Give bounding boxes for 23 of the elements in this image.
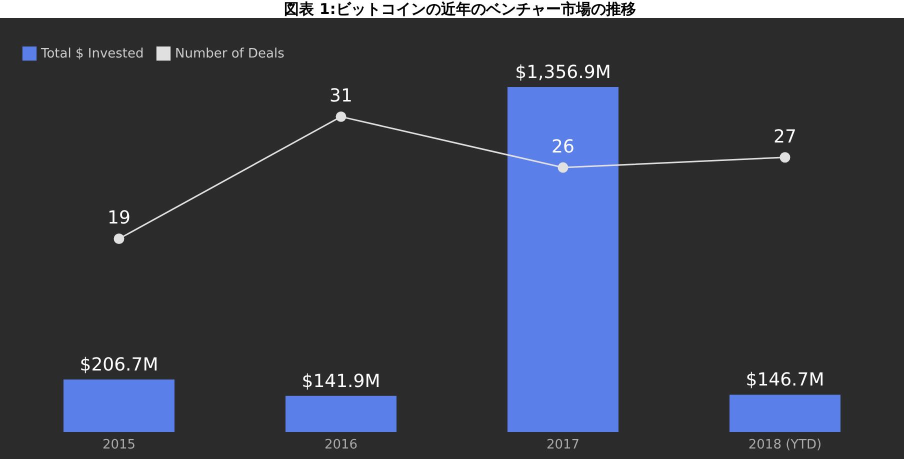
point: [336, 111, 346, 122]
data-label: $206.7M: [80, 354, 158, 376]
data-label: 19: [108, 208, 130, 229]
point: [114, 234, 124, 244]
data-label: 31: [330, 86, 352, 107]
bar: [730, 394, 840, 432]
data-label: 26: [552, 136, 574, 158]
data-label: 27: [774, 126, 796, 148]
bar: [286, 396, 396, 432]
bar: [508, 86, 618, 432]
chart-title: 図表 1:ビットコインの近年のベンチャー市場の推移: [283, 0, 637, 18]
x-tick-label: 2016: [324, 438, 358, 452]
x-tick-label: 2015: [102, 438, 136, 452]
point: [558, 162, 568, 173]
data-label: $1,356.9M: [515, 62, 611, 83]
point: [780, 152, 790, 163]
data-label: $141.9M: [302, 370, 380, 392]
bar: [64, 379, 174, 432]
legend-label: Total $ Invested: [40, 46, 144, 62]
legend-label: Number of Deals: [175, 46, 285, 62]
data-label: $146.7M: [746, 370, 824, 391]
x-tick-label: 2018 (YTD): [748, 438, 822, 452]
x-tick-label: 2017: [546, 438, 580, 452]
